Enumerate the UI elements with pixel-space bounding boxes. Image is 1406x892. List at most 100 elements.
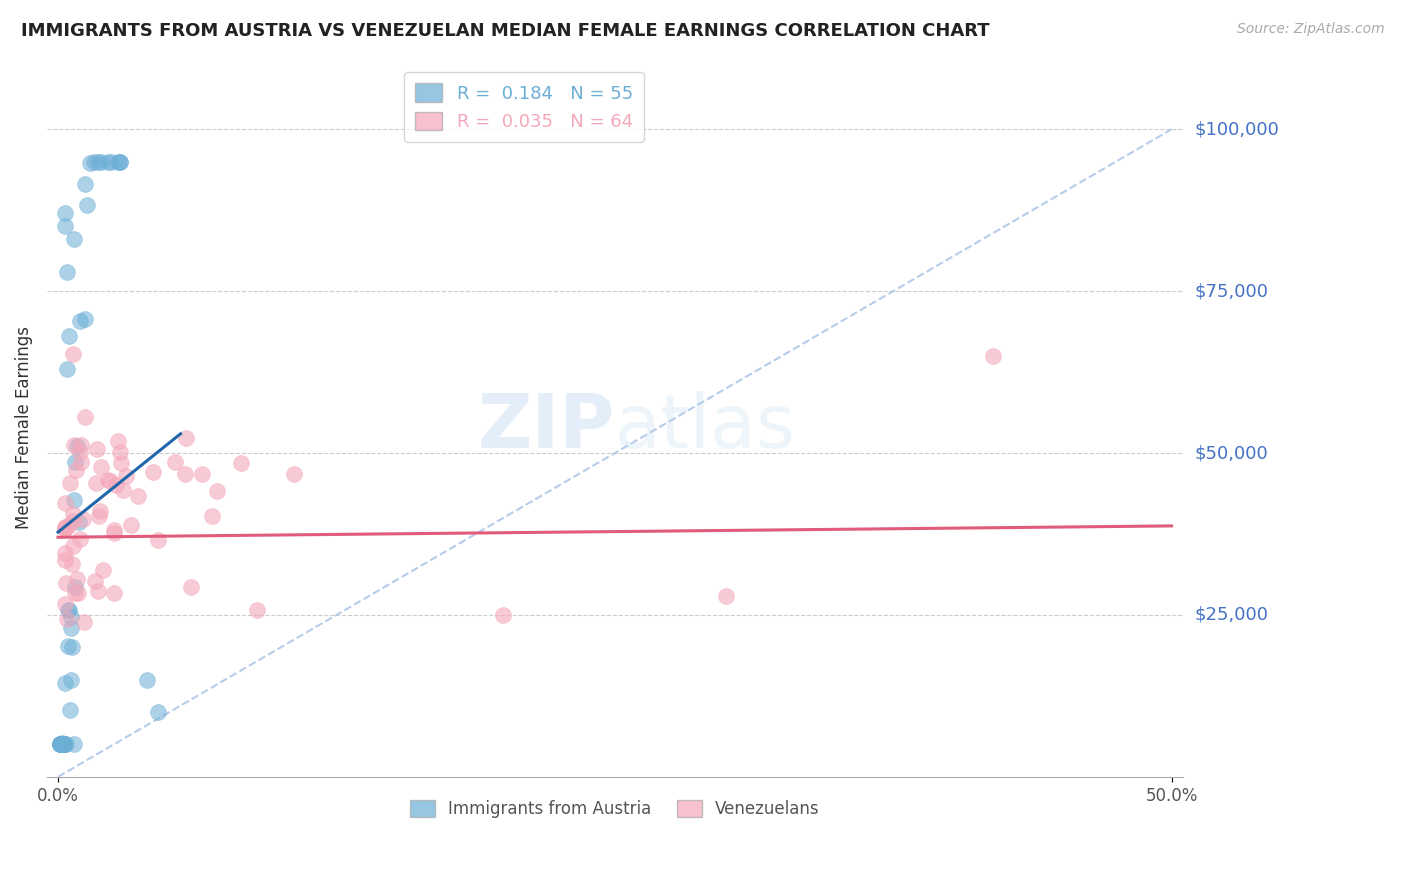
- Point: [191, 467, 214, 482]
- Point: [112, 483, 135, 497]
- Point: [87, 154, 110, 169]
- Text: $50,000: $50,000: [1194, 444, 1268, 462]
- Point: [53, 738, 76, 752]
- Point: [63, 492, 86, 507]
- Point: [62, 539, 84, 553]
- Point: [63, 586, 86, 600]
- Point: [84, 574, 107, 588]
- Point: [75, 177, 97, 191]
- Point: [173, 467, 195, 482]
- Point: [103, 586, 125, 600]
- Point: [49, 738, 72, 752]
- Point: [70, 455, 93, 469]
- Point: [53, 520, 76, 534]
- Point: [49, 738, 72, 752]
- Point: [201, 508, 224, 523]
- Point: [142, 465, 165, 479]
- Point: [56, 265, 79, 279]
- Point: [492, 607, 515, 622]
- Point: [49, 738, 72, 752]
- Point: [67, 515, 90, 529]
- Point: [60, 673, 83, 687]
- Point: [229, 456, 252, 470]
- Point: [69, 314, 91, 328]
- Y-axis label: Median Female Earnings: Median Female Earnings: [15, 326, 32, 529]
- Point: [148, 533, 170, 547]
- Point: [110, 154, 132, 169]
- Point: [97, 474, 120, 488]
- Point: [180, 580, 202, 594]
- Point: [53, 738, 76, 752]
- Point: [65, 463, 87, 477]
- Point: [49, 738, 72, 752]
- Point: [714, 589, 737, 603]
- Point: [51, 738, 73, 752]
- Point: [127, 489, 149, 503]
- Point: [62, 347, 84, 361]
- Text: ZIP: ZIP: [478, 391, 614, 464]
- Point: [110, 456, 132, 470]
- Point: [49, 738, 72, 752]
- Point: [72, 512, 94, 526]
- Point: [108, 445, 131, 459]
- Point: [91, 563, 114, 577]
- Point: [76, 198, 98, 212]
- Point: [90, 154, 112, 169]
- Point: [53, 597, 76, 611]
- Point: [60, 640, 83, 655]
- Point: [51, 738, 73, 752]
- Point: [66, 439, 89, 453]
- Point: [176, 431, 198, 445]
- Point: [104, 477, 127, 491]
- Point: [60, 557, 83, 571]
- Point: [53, 738, 76, 752]
- Point: [66, 573, 89, 587]
- Point: [63, 580, 86, 594]
- Point: [136, 673, 159, 687]
- Point: [53, 521, 76, 535]
- Point: [70, 437, 93, 451]
- Point: [62, 514, 84, 528]
- Point: [55, 738, 77, 752]
- Point: [53, 546, 76, 560]
- Point: [75, 409, 97, 424]
- Point: [53, 206, 76, 220]
- Point: [51, 738, 73, 752]
- Point: [53, 738, 76, 752]
- Point: [69, 532, 91, 546]
- Point: [60, 620, 83, 634]
- Point: [58, 475, 80, 490]
- Text: atlas: atlas: [614, 391, 796, 464]
- Text: $25,000: $25,000: [1194, 606, 1268, 624]
- Point: [103, 526, 125, 541]
- Point: [87, 509, 110, 524]
- Point: [73, 312, 96, 326]
- Point: [63, 232, 86, 246]
- Point: [58, 329, 80, 343]
- Point: [55, 612, 77, 626]
- Point: [89, 504, 111, 518]
- Text: $75,000: $75,000: [1194, 282, 1268, 300]
- Point: [90, 460, 112, 475]
- Text: Source: ZipAtlas.com: Source: ZipAtlas.com: [1237, 22, 1385, 37]
- Text: IMMIGRANTS FROM AUSTRIA VS VENEZUELAN MEDIAN FEMALE EARNINGS CORRELATION CHART: IMMIGRANTS FROM AUSTRIA VS VENEZUELAN ME…: [21, 22, 990, 40]
- Point: [51, 736, 73, 750]
- Point: [114, 469, 136, 483]
- Point: [59, 610, 82, 624]
- Point: [53, 496, 76, 510]
- Text: $100,000: $100,000: [1194, 120, 1279, 138]
- Point: [53, 553, 76, 567]
- Point: [58, 639, 80, 653]
- Point: [63, 738, 86, 752]
- Point: [107, 434, 129, 449]
- Legend: Immigrants from Austria, Venezuelans: Immigrants from Austria, Venezuelans: [404, 793, 827, 824]
- Point: [51, 738, 73, 752]
- Point: [207, 483, 229, 498]
- Point: [72, 615, 94, 629]
- Point: [283, 467, 305, 481]
- Point: [97, 154, 120, 169]
- Point: [163, 455, 186, 469]
- Point: [53, 676, 76, 690]
- Point: [55, 576, 77, 591]
- Point: [79, 156, 101, 170]
